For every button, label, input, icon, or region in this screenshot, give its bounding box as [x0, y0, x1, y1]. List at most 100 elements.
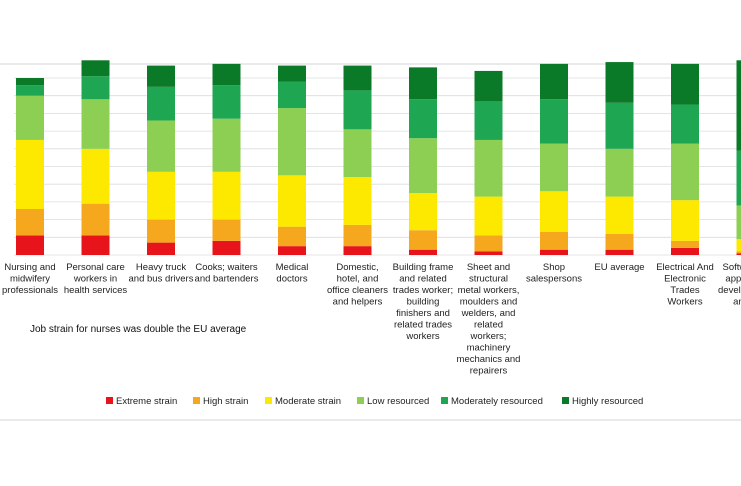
bar-segment-low-resourced — [474, 139, 503, 197]
category-label-line: moulders and — [460, 297, 518, 308]
bar-segment-extreme-strain — [540, 249, 568, 255]
bar-segment-low-resourced — [540, 143, 568, 192]
category-label-line: workers in — [73, 274, 117, 285]
category-label-line: Sheet and — [467, 262, 510, 273]
category-label-line: Domestic, — [336, 262, 378, 273]
legend-swatch-highly-resourced — [562, 397, 569, 404]
bar-segment-high-strain — [409, 230, 437, 250]
bar-segment-moderate-strain — [540, 191, 568, 232]
legend-label-moderate-strain: Moderate strain — [275, 396, 341, 407]
bar-segment-moderately-resourced — [278, 81, 306, 109]
bar-segment-moderately-resourced — [474, 101, 503, 140]
category-label-line: doctors — [276, 274, 307, 285]
category-label: Software andapplicationsdevelopers andan… — [718, 262, 741, 308]
category-label-line: repairers — [470, 366, 508, 377]
category-label-line: and helpers — [333, 297, 383, 308]
bar-segment-moderate-strain — [736, 239, 741, 252]
bar-segment-highly-resourced — [278, 65, 306, 82]
category-label-line: EU average — [594, 262, 644, 273]
category-label-line: analysts — [733, 297, 741, 308]
bar-segment-low-resourced — [343, 129, 372, 178]
category-label-line: Heavy truck — [136, 262, 186, 273]
category-label: Electrical And Electronic Trades Workers — [656, 262, 714, 308]
category-label-line: salespersons — [526, 274, 582, 285]
category-label-line: metal workers, — [458, 285, 520, 296]
bar-segment-highly-resourced — [474, 70, 503, 102]
category-label: Heavy truck and bus drivers — [129, 262, 194, 285]
category-label: EU average — [594, 262, 644, 273]
category-label-line: and related — [399, 274, 447, 285]
bar-segment-moderately-resourced — [540, 99, 568, 144]
bar-segment-moderate-strain — [671, 200, 699, 241]
bar-segment-moderately-resourced — [736, 150, 741, 206]
legend-label-moderately-resourced: Moderately resourced — [451, 396, 543, 407]
category-label-line: welders, and — [461, 308, 516, 319]
category-label-line: health services — [64, 285, 128, 296]
bars — [16, 60, 741, 255]
category-label: Personal care workers in health services — [64, 262, 128, 296]
bar-segment-low-resourced — [212, 118, 241, 172]
category-label-line: and bus drivers — [129, 274, 194, 285]
bar-segment-moderately-resourced — [409, 99, 437, 139]
bar-segment-low-resourced — [736, 205, 741, 240]
bar-segment-moderately-resourced — [16, 85, 44, 96]
category-label-line: Trades — [670, 285, 699, 296]
category-label: Domestic, hotel, and office cleaners and he… — [327, 262, 388, 308]
legend-label-low-resourced: Low resourced — [367, 396, 429, 407]
bar-segment-highly-resourced — [605, 62, 634, 103]
bar-segment-moderate-strain — [81, 148, 110, 204]
category-label-line: Software and — [723, 262, 741, 273]
bar-segment-moderately-resourced — [212, 85, 241, 119]
category-label-line: workers — [405, 331, 440, 342]
category-label-line: Medical — [276, 262, 309, 273]
category-label-line: Electrical And — [656, 262, 714, 273]
bar-segment-moderately-resourced — [671, 104, 699, 144]
bar-segment-extreme-strain — [474, 251, 503, 255]
bar-segment-moderate-strain — [16, 139, 44, 209]
bar-segment-highly-resourced — [343, 65, 372, 91]
bar-segment-high-strain — [540, 231, 568, 250]
category-label-line: machinery — [467, 343, 511, 354]
category-label-line: workers; — [470, 331, 507, 342]
bar-segment-highly-resourced — [81, 60, 110, 77]
category-label-line: Nursing and — [4, 262, 55, 273]
bar-segment-high-strain — [278, 226, 306, 247]
legend-swatch-high-strain — [193, 397, 200, 404]
bar-segment-moderate-strain — [605, 196, 634, 234]
bar-segment-low-resourced — [671, 143, 699, 201]
bar-segment-low-resourced — [81, 99, 110, 149]
bar-segment-highly-resourced — [16, 78, 44, 86]
bar-segment-moderate-strain — [409, 193, 437, 231]
category-labels: Nursing and midwifery professionalsPersona… — [2, 262, 741, 377]
bar-segment-moderately-resourced — [343, 90, 372, 130]
category-label: Nursing and midwifery professionals — [2, 262, 58, 296]
category-label-line: hotel, and — [337, 274, 379, 285]
category-label-line: Personal care — [66, 262, 125, 273]
category-label-line: Electronic — [664, 274, 706, 285]
bar-segment-high-strain — [736, 251, 741, 254]
bar-segment-extreme-strain — [278, 246, 306, 255]
category-label-line: related trades — [394, 320, 452, 331]
bar-segment-high-strain — [147, 219, 175, 243]
category-label: Cooks; waiters and bartenders — [195, 262, 259, 285]
bar-segment-low-resourced — [409, 138, 437, 194]
bar-segment-high-strain — [671, 240, 699, 248]
bar-segment-low-resourced — [16, 95, 44, 140]
bar-segment-high-strain — [605, 233, 634, 250]
category-label-line: Shop — [543, 262, 565, 273]
bar-segment-high-strain — [474, 235, 503, 252]
bar-segment-low-resourced — [605, 148, 634, 197]
category-label-line: trades worker; — [393, 285, 453, 296]
bar-segment-moderately-resourced — [147, 86, 175, 121]
category-label-line: Workers — [667, 297, 702, 308]
category-label-line: developers and — [718, 285, 741, 296]
bar-segment-high-strain — [16, 208, 44, 236]
bar-segment-extreme-strain — [16, 235, 44, 255]
bar-segment-low-resourced — [147, 120, 175, 172]
bar-segment-low-resourced — [278, 108, 306, 176]
bar-segment-moderate-strain — [278, 175, 306, 227]
legend-swatch-moderately-resourced — [441, 397, 448, 404]
bar-segment-high-strain — [212, 219, 241, 241]
category-label-line: midwifery — [10, 274, 50, 285]
